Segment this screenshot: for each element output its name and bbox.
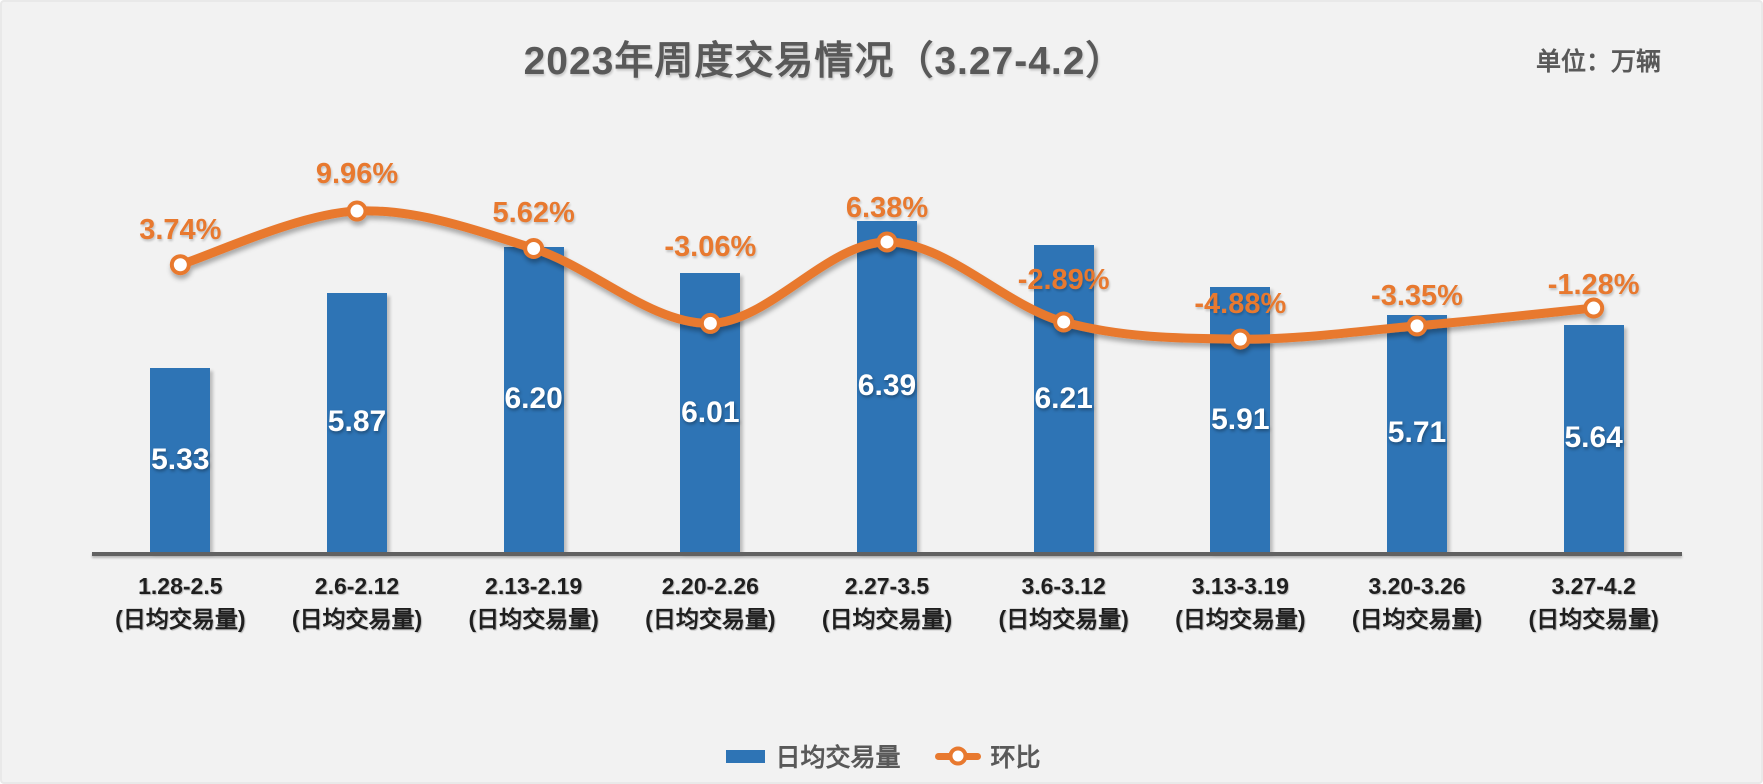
line-marker bbox=[1583, 297, 1605, 319]
x-tick-label: 3.20-3.26 (日均交易量) bbox=[1328, 570, 1506, 636]
line-value-label: -1.28% bbox=[1547, 269, 1640, 302]
bar: 5.33 bbox=[150, 367, 211, 552]
x-tick-sublabel: (日均交易量) bbox=[1351, 606, 1483, 632]
line-value-label: -3.35% bbox=[1371, 279, 1463, 312]
bar: 5.87 bbox=[327, 292, 387, 552]
x-tick-sublabel: (日均交易量) bbox=[998, 606, 1129, 632]
bar-value-label: 5.33 bbox=[151, 442, 210, 476]
bar: 5.71 bbox=[1387, 314, 1447, 552]
bar-value-label: 5.91 bbox=[1211, 402, 1270, 436]
x-tick-week-range: 3.6-3.12 bbox=[1021, 573, 1106, 599]
line-value-label: -2.89% bbox=[1017, 263, 1110, 296]
x-tick-label: 3.27-4.2 (日均交易量) bbox=[1505, 570, 1683, 636]
x-tick-sublabel: (日均交易量) bbox=[115, 606, 246, 632]
line-value-label: 9.96% bbox=[315, 158, 399, 191]
line-value-label: 5.62% bbox=[492, 197, 575, 230]
bar: 5.64 bbox=[1563, 324, 1624, 552]
x-tick-label: 3.6-3.12 (日均交易量) bbox=[975, 570, 1153, 636]
chart-title: 2023年周度交易情况（3.27-4.2） bbox=[523, 40, 1126, 83]
line-value-label: 6.38% bbox=[845, 191, 929, 224]
line-marker bbox=[169, 254, 191, 276]
x-tick-label: 2.20-2.26 (日均交易量) bbox=[621, 570, 799, 636]
line-marker bbox=[346, 200, 368, 222]
x-tick-label: 2.13-2.19 (日均交易量) bbox=[445, 570, 623, 636]
x-tick-sublabel: (日均交易量) bbox=[1175, 606, 1306, 632]
x-tick-label: 1.28-2.5 (日均交易量) bbox=[91, 570, 269, 636]
bar: 6.20 bbox=[503, 246, 564, 552]
x-tick-week-range: 2.27-3.5 bbox=[844, 573, 930, 599]
bar-value-label: 6.21 bbox=[1034, 381, 1093, 415]
x-tick-label: 2.27-3.5 (日均交易量) bbox=[798, 570, 976, 636]
bar-value-label: 5.71 bbox=[1387, 416, 1447, 450]
x-axis-line bbox=[92, 552, 1682, 556]
line-value-label: -3.06% bbox=[664, 231, 757, 264]
x-tick-sublabel: (日均交易量) bbox=[468, 606, 599, 632]
bar-value-label: 5.87 bbox=[327, 405, 387, 439]
legend-bar-swatch bbox=[726, 749, 766, 763]
x-tick-week-range: 2.20-2.26 bbox=[661, 573, 759, 599]
legend-bar-label: 日均交易量 bbox=[775, 744, 901, 772]
legend: 日均交易量 环比 bbox=[2, 738, 1761, 774]
unit-label: 单位：万辆 bbox=[1535, 48, 1661, 76]
x-tick-sublabel: (日均交易量) bbox=[821, 606, 953, 632]
bar-value-label: 6.20 bbox=[504, 382, 563, 416]
x-tick-week-range: 2.6-2.12 bbox=[314, 573, 400, 599]
legend-line-marker-icon bbox=[948, 746, 967, 766]
x-tick-week-range: 3.13-3.19 bbox=[1191, 573, 1289, 599]
x-tick-label: 3.13-3.19 (日均交易量) bbox=[1151, 570, 1329, 636]
x-tick-sublabel: (日均交易量) bbox=[645, 606, 776, 632]
line-value-label: 3.74% bbox=[139, 213, 222, 246]
x-tick-sublabel: (日均交易量) bbox=[1528, 606, 1659, 632]
legend-line-label: 环比 bbox=[990, 744, 1041, 772]
x-tick-week-range: 3.27-4.2 bbox=[1551, 573, 1636, 599]
x-tick-week-range: 2.13-2.19 bbox=[485, 573, 583, 599]
x-tick-label: 2.6-2.12 (日均交易量) bbox=[268, 570, 446, 636]
bar: 5.91 bbox=[1210, 287, 1271, 552]
legend-line-swatch bbox=[934, 746, 981, 766]
bar-value-label: 6.39 bbox=[857, 369, 917, 403]
x-tick-week-range: 1.28-2.5 bbox=[138, 573, 223, 599]
bar: 6.01 bbox=[680, 273, 741, 552]
bar-value-label: 6.01 bbox=[681, 395, 740, 429]
bar: 6.39 bbox=[857, 220, 917, 552]
bar-value-label: 5.64 bbox=[1564, 421, 1623, 455]
x-tick-sublabel: (日均交易量) bbox=[291, 606, 423, 632]
line-value-label: -4.88% bbox=[1194, 288, 1287, 321]
x-tick-week-range: 3.20-3.26 bbox=[1368, 573, 1466, 599]
